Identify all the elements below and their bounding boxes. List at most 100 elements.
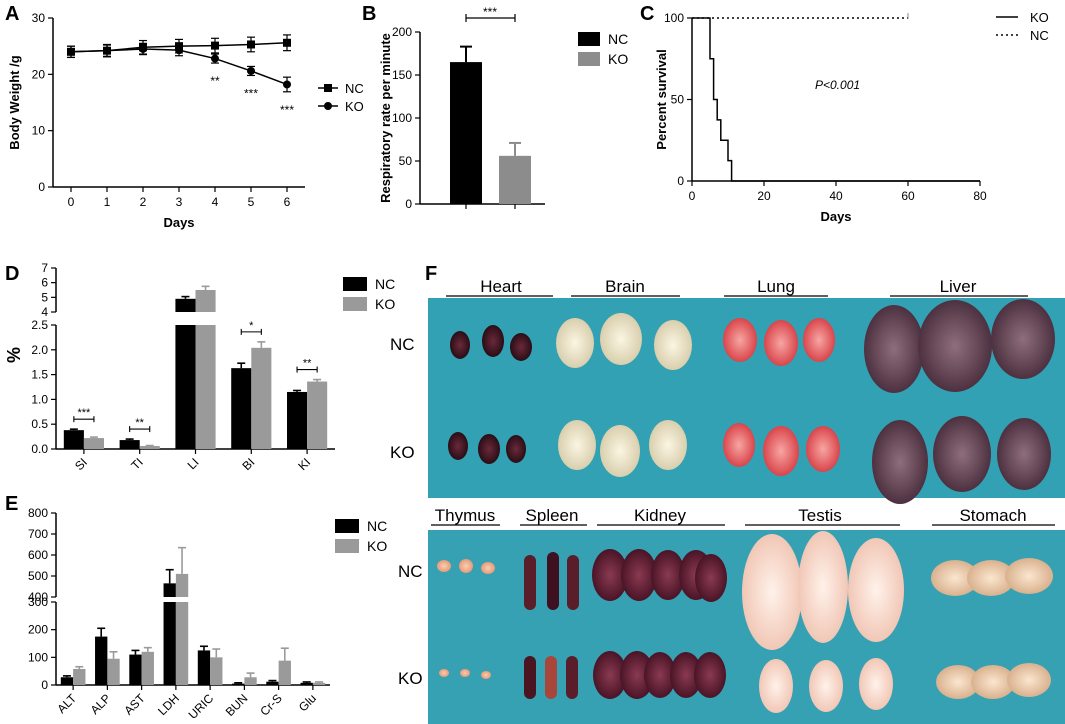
- e-legend-label: NC: [367, 518, 387, 534]
- row-label-nc-top: NC: [390, 335, 415, 354]
- b-significance: ***: [483, 5, 497, 19]
- d-legend-label: NC: [375, 276, 395, 292]
- e-bar-ko: [141, 651, 154, 685]
- kidneys: [592, 549, 727, 699]
- panel-f-organ-photo: Heart Brain Lung Liver Thymus Spleen Kid…: [390, 277, 1065, 724]
- d-bar-ko: [83, 438, 104, 449]
- e-bar-ko: [73, 668, 86, 685]
- photo-bottom-labels: Thymus Spleen Kidney Testis Stomach: [431, 506, 1055, 526]
- e-legend-swatch: [335, 519, 359, 533]
- e-x-tick-label: ALT: [54, 691, 79, 716]
- e-x-tick-label: URIC: [186, 691, 217, 722]
- d-y-tick-label: 5: [41, 290, 48, 304]
- d-y-label: %: [4, 347, 24, 363]
- a-x-tick-label: 2: [140, 195, 147, 209]
- panel-letter-d: D: [5, 263, 19, 285]
- a-y-tick-label: 10: [32, 124, 46, 138]
- livers: [864, 299, 1055, 504]
- a-point-ko: [139, 44, 147, 53]
- b-legend-swatch: [578, 52, 600, 66]
- e-y-tick-label: 500: [28, 569, 48, 583]
- e-y-tick-label: 400: [28, 590, 48, 604]
- label-lung: Lung: [757, 277, 795, 296]
- e-bar-nc: [129, 654, 142, 685]
- a-x-tick-label: 1: [104, 195, 111, 209]
- a-point-ko: [283, 80, 291, 89]
- panel-letter-e: E: [5, 493, 18, 515]
- e-bar-nc: [95, 636, 108, 685]
- d-x-tick-label: LI: [185, 455, 202, 472]
- b-legend-swatch: [578, 32, 600, 46]
- e-x-tick-label: LDH: [155, 691, 182, 718]
- label-testis: Testis: [798, 506, 841, 525]
- label-spleen: Spleen: [526, 506, 579, 525]
- e-bar-ko: [175, 602, 189, 685]
- d-bar-nc: [231, 368, 252, 449]
- e-bar-ko: [244, 677, 257, 685]
- row-label-ko-bottom: KO: [398, 669, 423, 688]
- c-x-tick-label: 80: [973, 189, 987, 203]
- d-y-tick-label: 6: [41, 276, 48, 290]
- c-x-tick-label: 0: [689, 189, 696, 203]
- hearts: [448, 325, 532, 464]
- e-bar-nc: [232, 683, 245, 685]
- e-x-tick-label: AST: [121, 691, 148, 718]
- b-y-tick-label: 150: [392, 68, 412, 82]
- d-x-tick-label: TI: [128, 455, 145, 472]
- a-x-label: Days: [163, 215, 194, 230]
- a-significance: **: [210, 74, 220, 88]
- a-significance: ***: [280, 103, 294, 117]
- e-bar-nc: [300, 682, 313, 685]
- label-stomach: Stomach: [959, 506, 1026, 525]
- stomachs: [931, 558, 1053, 699]
- c-y-tick-label: 0: [677, 174, 684, 188]
- d-y-tick-label: 2.5: [31, 318, 48, 332]
- d-legend-label: KO: [375, 296, 395, 312]
- spleens: [524, 552, 579, 699]
- c-legend-label: KO: [1030, 10, 1049, 25]
- e-y-tick-label: 600: [28, 548, 48, 562]
- e-bar-nc-upper: [163, 583, 176, 597]
- e-y-tick-label: 100: [28, 650, 48, 664]
- e-bar-nc: [197, 650, 211, 685]
- e-y-tick-label: 0: [41, 678, 48, 692]
- panel-letter-c: C: [640, 3, 654, 25]
- d-y-tick-label: 7: [41, 261, 48, 275]
- a-point-ko: [175, 46, 183, 55]
- panel-letter-f: F: [425, 263, 437, 285]
- c-x-tick-label: 20: [757, 189, 771, 203]
- d-significance: ***: [77, 407, 91, 419]
- d-y-tick-label: 2.0: [31, 343, 48, 357]
- b-bar-nc: [450, 62, 482, 204]
- e-bar-nc: [60, 677, 74, 685]
- b-y-label: Respiratory rate per minute: [378, 33, 393, 203]
- a-x-tick-label: 4: [212, 195, 219, 209]
- e-bar-ko: [107, 658, 120, 685]
- d-bar-ko: [195, 325, 216, 449]
- b-y-tick-label: 200: [392, 25, 412, 39]
- a-legend-label: KO: [345, 99, 364, 114]
- e-bar-ko: [278, 660, 291, 685]
- a-point-ko: [247, 66, 255, 75]
- d-bar-ko: [251, 347, 272, 449]
- d-bar-ko: [139, 446, 160, 449]
- b-y-tick-label: 50: [399, 154, 413, 168]
- b-legend-label: NC: [608, 31, 628, 47]
- e-legend-swatch: [335, 539, 359, 553]
- b-y-tick-label: 100: [392, 111, 412, 125]
- thymus: [437, 559, 495, 679]
- c-x-tick-label: 40: [829, 189, 843, 203]
- d-y-tick-label: 4: [41, 305, 48, 319]
- d-y-tick-label: 0.5: [31, 417, 48, 431]
- a-point-nc: [211, 41, 219, 50]
- a-y-label: Body Weight /g: [7, 55, 22, 149]
- c-p-value: P<0.001: [815, 78, 860, 92]
- d-significance: **: [135, 417, 144, 429]
- a-y-tick-label: 0: [38, 180, 45, 194]
- c-y-label: Percent survival: [654, 49, 669, 149]
- d-bar-nc: [63, 430, 84, 449]
- a-legend-marker: [324, 102, 332, 110]
- e-bar-ko: [210, 657, 223, 685]
